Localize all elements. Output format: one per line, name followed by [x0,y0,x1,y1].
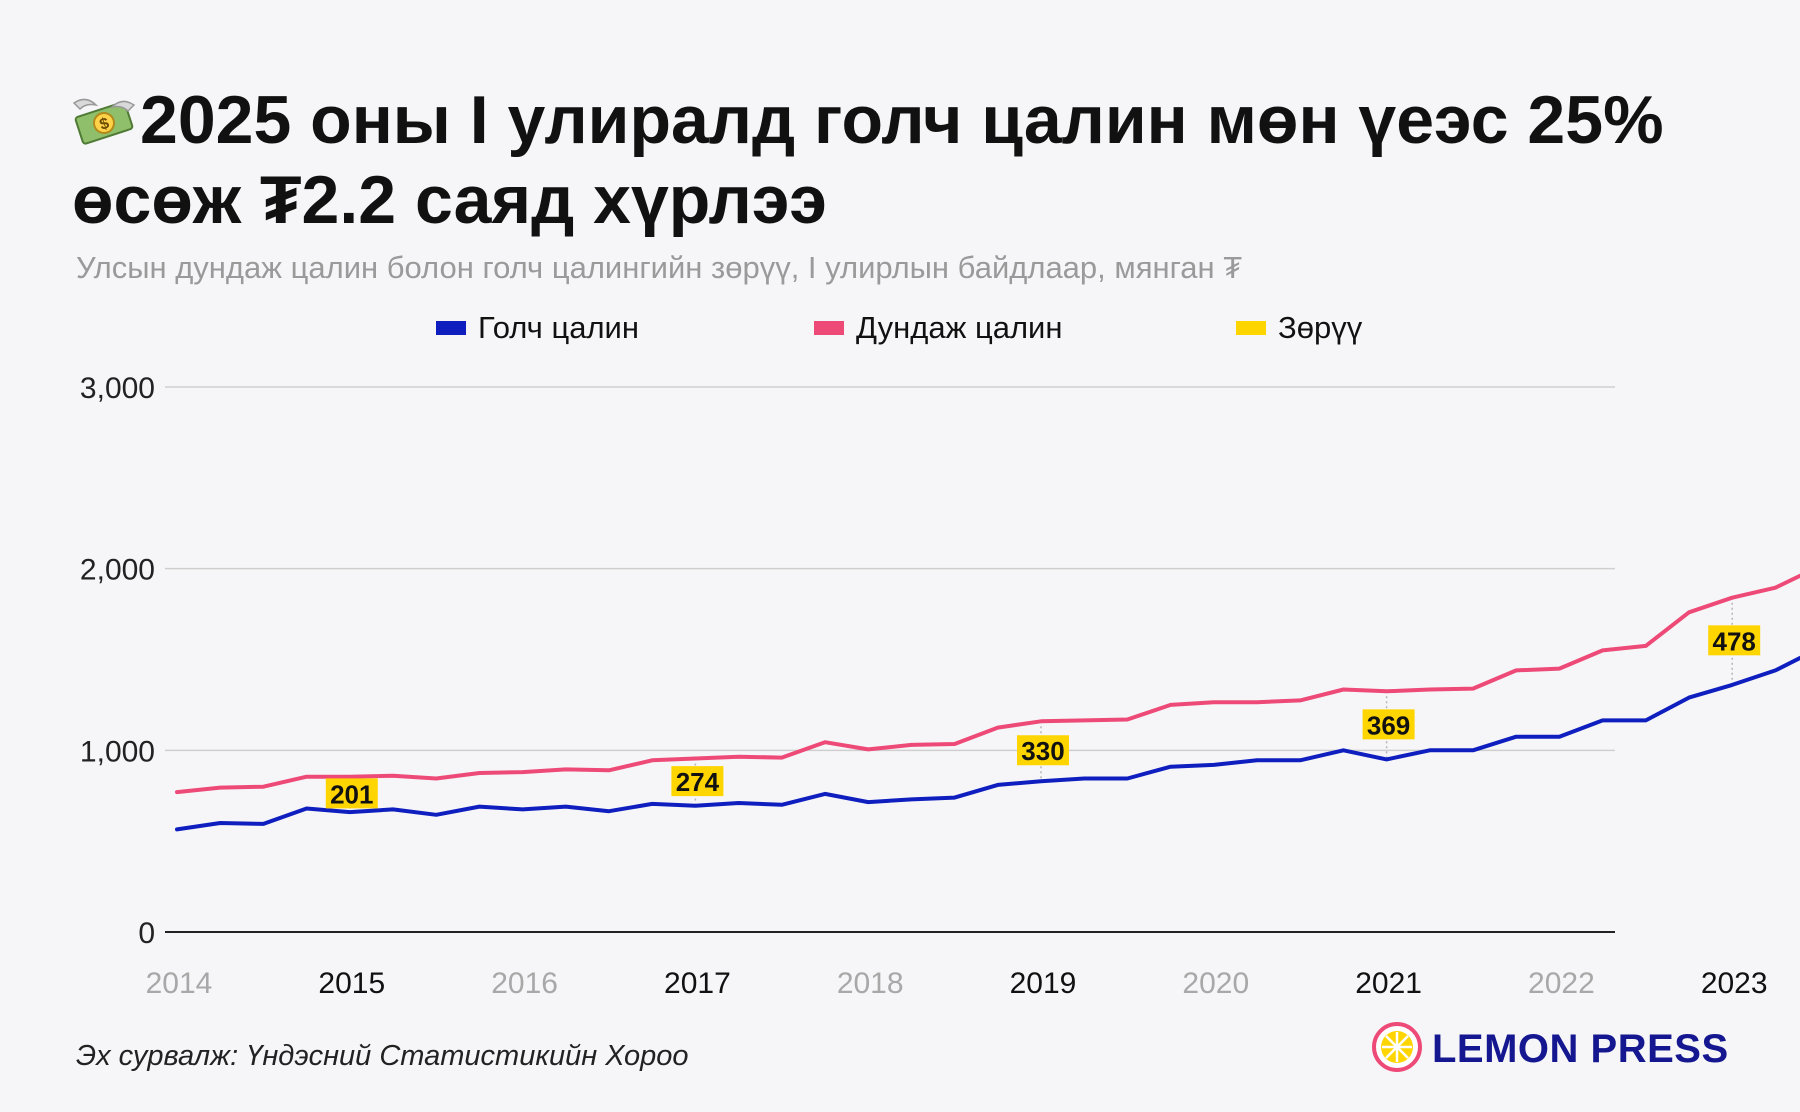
gap-label-box [1017,735,1069,766]
x-tick-label: 2020 [1182,967,1249,1000]
x-tick-label: 2016 [491,967,558,1000]
legend-item-average: Дундаж цалин [814,310,1063,346]
gap-label-box [1362,709,1415,740]
legend-swatch-gap [1236,321,1266,335]
gap-label: 274 [671,766,724,797]
logo-text: LEMON PRESS [1432,1027,1729,1071]
x-tick-label: 2022 [1528,967,1595,1000]
legend-label-median: Голч цалин [478,310,639,345]
x-tick-label: 2017 [664,967,731,1000]
chart-legend: Голч цалин Дундаж цалин Зөрүү [0,310,1800,360]
legend-swatch-median [436,321,466,335]
gap-label: 201 [325,778,378,809]
chart-title: $2025 оны I улиралд голч цалин мөн үеэс … [72,80,1752,240]
lemon-press-logo: LEMON PRESS [1372,1022,1729,1077]
legend-item-gap: Зөрүү [1236,310,1362,346]
series-line-median [175,655,1800,832]
source-note: Эх сурвалж: Үндэсний Статистикийн Хороо [76,1040,689,1072]
gap-label-box [1708,625,1761,656]
y-tick-label: 3,000 [80,372,155,405]
x-tick-label: 2014 [146,967,213,1000]
gap-label-value: 274 [676,767,720,797]
gap-label: 369 [1362,709,1415,740]
y-tick-label: 0 [138,917,155,950]
chart-title-text: 2025 оны I улиралд голч цалин мөн үеэс 2… [72,82,1664,238]
legend-item-median: Голч цалин [436,310,639,346]
gap-label-value: 369 [1367,710,1410,740]
y-tick-label: 2,000 [80,554,155,587]
legend-swatch-average [814,321,844,335]
x-tick-label: 2019 [1010,967,1077,1000]
x-tick-label: 2023 [1701,967,1768,1000]
gap-label-box [671,766,724,797]
money-with-wings-icon: $ [72,86,136,145]
gap-label-value: 478 [1713,626,1756,656]
x-tick-label: 2015 [318,967,385,1000]
legend-label-gap: Зөрүү [1278,310,1363,345]
series-line-average [175,573,1800,795]
gap-label-value: 330 [1021,736,1064,766]
gap-label: 330 [1017,735,1069,766]
chart-subtitle: Улсын дундаж цалин болон голч цалингийн … [76,250,1243,285]
x-tick-label: 2021 [1355,967,1422,1000]
gap-label: 478 [1708,625,1761,656]
gap-label-value: 201 [330,779,373,809]
y-tick-label: 1,000 [80,735,155,768]
lemon-icon [1372,1022,1422,1077]
x-tick-label: 2018 [837,967,904,1000]
legend-label-average: Дундаж цалин [856,310,1063,345]
gap-label-box [325,778,378,809]
